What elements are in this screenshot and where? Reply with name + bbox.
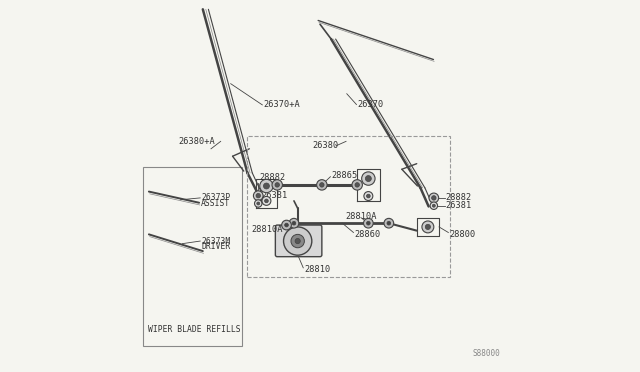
Circle shape (365, 176, 371, 182)
Circle shape (387, 221, 390, 225)
Circle shape (272, 180, 282, 190)
Circle shape (364, 218, 373, 228)
Circle shape (384, 218, 394, 228)
Circle shape (364, 192, 373, 201)
Circle shape (433, 204, 435, 207)
Circle shape (317, 180, 327, 190)
Circle shape (429, 193, 438, 203)
Circle shape (282, 220, 291, 230)
Circle shape (285, 223, 289, 227)
Circle shape (422, 221, 434, 233)
Text: 28810A: 28810A (346, 212, 377, 221)
Text: 28810A: 28810A (251, 225, 283, 234)
Text: 28810: 28810 (305, 265, 331, 274)
Text: 26370: 26370 (358, 100, 384, 109)
Text: WIPER BLADE REFILLS: WIPER BLADE REFILLS (148, 325, 241, 334)
Text: 28882: 28882 (445, 193, 472, 202)
Text: 26373P: 26373P (202, 193, 230, 202)
Circle shape (430, 202, 438, 209)
FancyBboxPatch shape (143, 167, 242, 346)
Text: S88000: S88000 (473, 349, 500, 358)
Circle shape (257, 202, 260, 205)
Circle shape (289, 218, 299, 228)
Circle shape (291, 234, 305, 248)
Text: 28882: 28882 (260, 173, 286, 182)
Text: 28860: 28860 (355, 230, 381, 239)
Text: DRIVER: DRIVER (202, 242, 230, 251)
Circle shape (264, 183, 269, 189)
Circle shape (260, 179, 273, 193)
Circle shape (256, 193, 260, 198)
Circle shape (367, 194, 370, 198)
Circle shape (425, 224, 431, 230)
Circle shape (284, 227, 312, 255)
Text: 26380+A: 26380+A (179, 137, 216, 146)
Text: 26370+A: 26370+A (264, 100, 300, 109)
Text: 26380: 26380 (312, 141, 339, 150)
Circle shape (253, 191, 263, 201)
Text: 26381: 26381 (445, 201, 472, 210)
Text: 28865: 28865 (332, 171, 358, 180)
Circle shape (355, 183, 360, 187)
Circle shape (319, 183, 324, 187)
Circle shape (362, 172, 375, 185)
Circle shape (367, 221, 370, 225)
Text: 26373M: 26373M (202, 237, 230, 246)
Circle shape (431, 196, 436, 200)
Text: 26381: 26381 (262, 191, 288, 200)
Circle shape (262, 196, 271, 205)
Text: 28800: 28800 (449, 230, 476, 239)
FancyBboxPatch shape (275, 225, 322, 257)
Circle shape (255, 200, 262, 207)
Circle shape (352, 180, 362, 190)
Text: ASSIST: ASSIST (202, 199, 230, 208)
Circle shape (295, 238, 300, 244)
Circle shape (264, 199, 268, 203)
Circle shape (292, 221, 296, 225)
Circle shape (275, 183, 280, 187)
